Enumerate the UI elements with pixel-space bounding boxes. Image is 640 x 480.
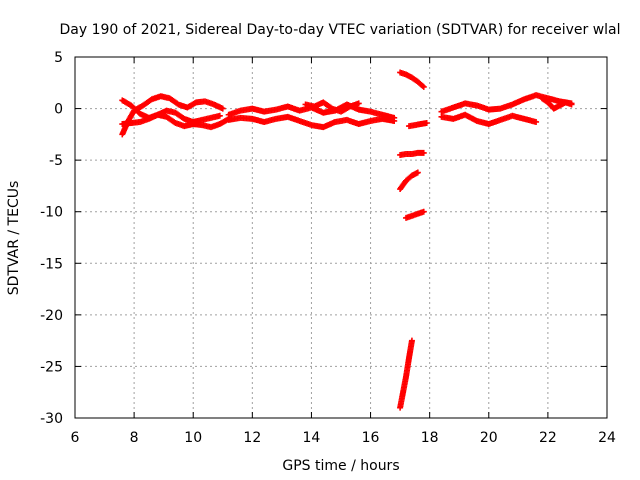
x-tick-label: 16	[362, 430, 380, 446]
data-point	[420, 83, 427, 90]
data-point	[414, 169, 421, 176]
x-tick-label: 18	[421, 430, 439, 446]
y-tick-label: 5	[54, 50, 63, 66]
series-arc-14	[438, 111, 540, 128]
data-point	[216, 112, 223, 119]
series-arc-15	[538, 95, 575, 112]
series-arc-6	[302, 99, 362, 115]
y-tick-label: -25	[40, 359, 63, 375]
x-tick-label: 10	[184, 430, 202, 446]
data-points	[119, 69, 575, 411]
series-arc-7	[397, 69, 427, 90]
y-tick-label: -10	[40, 205, 63, 221]
data-point	[420, 149, 427, 156]
series-arc-3	[119, 111, 232, 131]
y-tick-label: 0	[54, 102, 63, 118]
data-point	[391, 117, 398, 124]
data-point	[420, 208, 427, 215]
series-arc-9	[397, 149, 427, 158]
x-tick-label: 12	[243, 430, 261, 446]
data-point	[219, 105, 226, 112]
y-tick-label: -5	[49, 153, 63, 169]
data-point	[533, 118, 540, 125]
plot-frame	[74, 56, 608, 419]
series-arc-10	[397, 169, 421, 193]
y-tick-label: -30	[40, 411, 63, 427]
series-arc-8	[405, 120, 430, 130]
chart-title: Day 190 of 2021, Sidereal Day-to-day VTE…	[59, 22, 620, 38]
data-point	[355, 100, 362, 107]
axis-ticks: 6 8 10 12 14 16 18 20 22 24 5 0 -5 -10 -15 -20 -25 -30	[40, 50, 616, 446]
x-tick-label: 22	[539, 430, 557, 446]
x-tick-label: 8	[130, 430, 139, 446]
data-point	[408, 337, 415, 344]
series-arc-11	[403, 208, 427, 221]
x-tick-label: 6	[71, 430, 80, 446]
x-tick-label: 24	[598, 430, 616, 446]
y-tick-label: -20	[40, 308, 63, 324]
data-point	[419, 82, 426, 89]
x-tick-label: 20	[480, 430, 498, 446]
data-point	[423, 120, 430, 127]
y-tick-label: -15	[40, 256, 63, 272]
x-axis-label: GPS time / hours	[282, 458, 399, 474]
data-point	[568, 101, 575, 108]
x-tick-label: 14	[303, 430, 321, 446]
series-arc-12	[397, 337, 415, 411]
y-axis-label: SDTVAR / TECUs	[6, 181, 22, 296]
series-arc-5	[225, 113, 398, 131]
